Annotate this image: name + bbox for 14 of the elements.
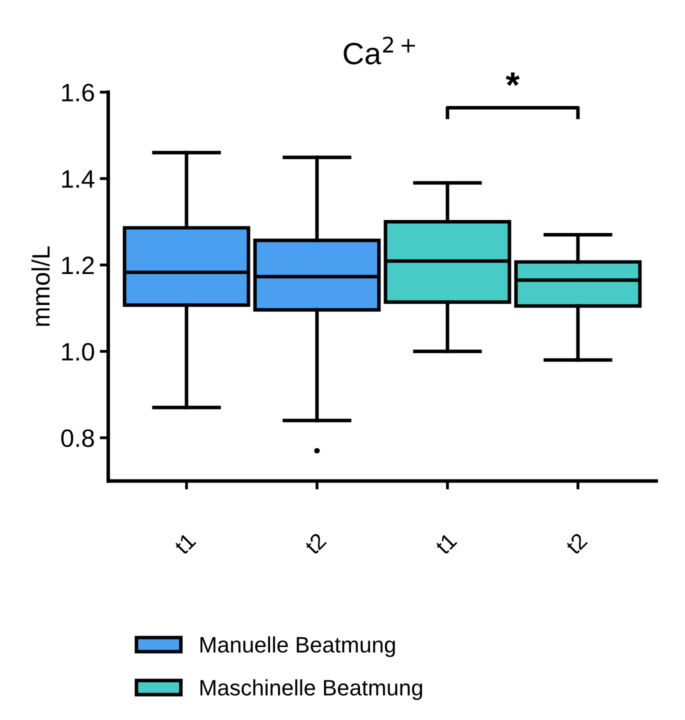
y-tick-label: 1.0 — [62, 342, 94, 361]
legend-label: Maschinelle Beatmung — [200, 679, 422, 700]
x-tick-label: t2 — [564, 532, 588, 556]
x-tick-label: t2 — [304, 532, 327, 556]
chart-title: Ca$^{2+}$ — [344, 36, 415, 64]
y-tick-label: 1.4 — [62, 170, 94, 188]
text: * — [506, 72, 520, 86]
y-tick-label: 0.8 — [61, 429, 94, 448]
y-tick-label: 1.6 — [62, 84, 94, 102]
legend-label: Manuelle Beatmung — [200, 636, 395, 658]
x-tick-label: t1 — [434, 532, 458, 556]
y-axis-title: mmol/L — [31, 246, 50, 326]
x-tick-label: t1 — [173, 532, 196, 556]
y-tick-label: 1.2 — [62, 256, 94, 274]
